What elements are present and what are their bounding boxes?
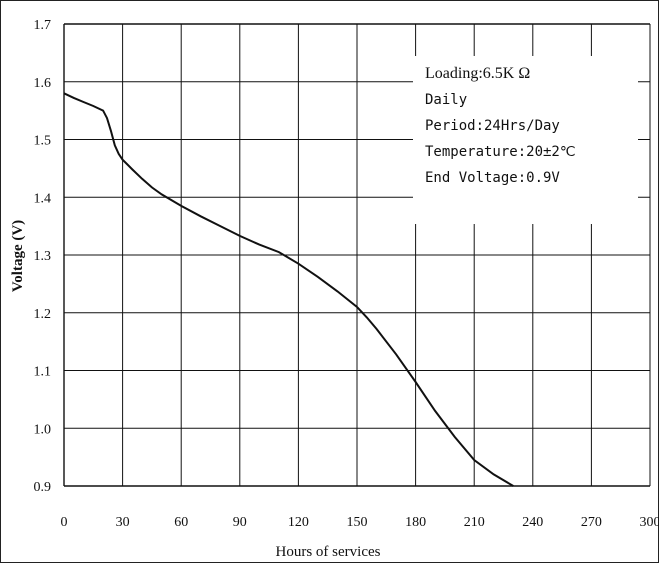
annotation-daily: Daily: [425, 92, 468, 108]
x-tick-label: 180: [405, 515, 426, 530]
y-axis-title: Voltage (V): [10, 220, 26, 292]
y-tick-label: 1.7: [34, 18, 52, 33]
x-tick-label: 300: [640, 515, 659, 530]
annotation-box: Loading:6.5K Ω Daily Period:24Hrs/Day Te…: [413, 56, 638, 224]
x-tick-label: 0: [61, 515, 68, 530]
x-tick-labels: 0 30 60 90 120 150 180 210 240 270 300: [61, 515, 659, 530]
y-tick-label: 0.9: [34, 480, 52, 495]
x-axis-title: Hours of services: [276, 544, 381, 560]
annotation-temperature: Temperature:20±2℃: [425, 144, 576, 160]
annotation-period: Period:24Hrs/Day: [425, 118, 560, 134]
y-tick-label: 1.6: [34, 76, 52, 91]
x-tick-label: 270: [581, 515, 602, 530]
series-line: [63, 92, 514, 487]
annotation-loading: Loading:6.5K Ω: [425, 65, 531, 82]
y-tick-label: 1.1: [34, 365, 52, 380]
x-tick-label: 210: [464, 515, 485, 530]
y-tick-label: 1.4: [34, 191, 52, 206]
x-tick-label: 120: [288, 515, 309, 530]
y-tick-label: 1.3: [34, 249, 52, 264]
x-tick-label: 90: [233, 515, 247, 530]
x-tick-label: 240: [522, 515, 543, 530]
y-tick-label: 1.5: [34, 134, 52, 149]
annotation-end-voltage: End Voltage:0.9V: [425, 170, 560, 186]
y-tick-label: 1.0: [34, 422, 52, 437]
x-tick-label: 150: [347, 515, 368, 530]
y-tick-labels: 0.9 1.0 1.1 1.2 1.3 1.4 1.5 1.6 1.7: [34, 18, 52, 495]
y-tick-label: 1.2: [34, 307, 52, 322]
x-tick-label: 30: [116, 515, 130, 530]
x-tick-label: 60: [174, 515, 188, 530]
